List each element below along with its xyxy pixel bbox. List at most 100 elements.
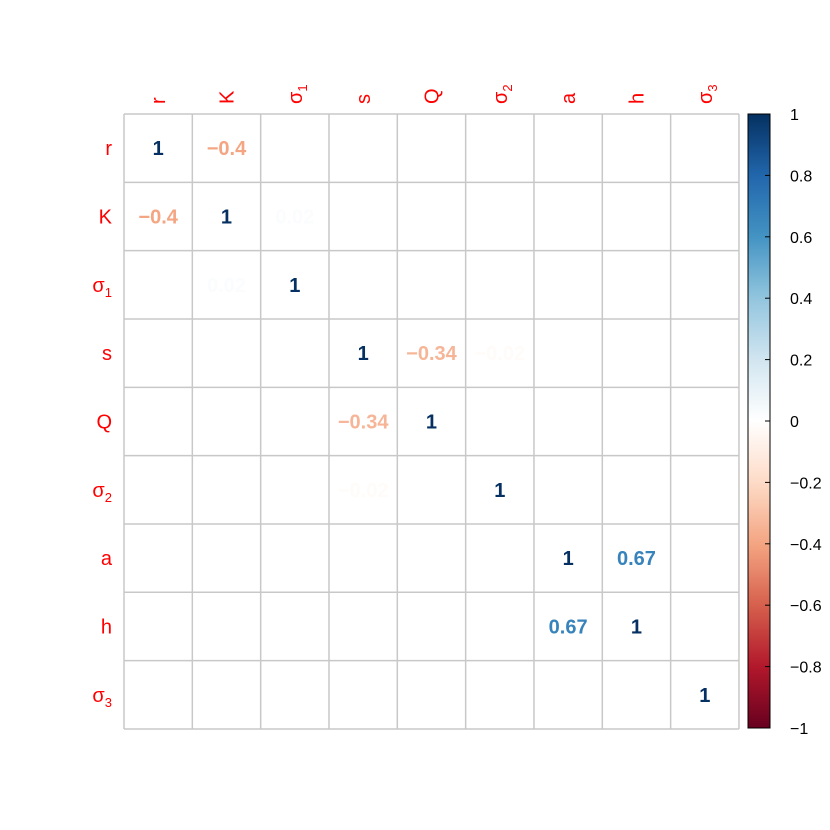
matrix-cell-2-7 xyxy=(602,250,671,319)
matrix-cell-8-8 xyxy=(670,660,739,729)
matrix-cell-0-7 xyxy=(602,114,671,183)
matrix-value-labels: 1 −0.4 −0.4 1 0.02 0.02 1 1 −0.34 −0.02 −0.34 1 −0.0… xyxy=(138,138,710,707)
value-label: 0.67 xyxy=(549,616,588,638)
matrix-cell-8-1 xyxy=(192,660,261,729)
matrix-cell-6-7 xyxy=(602,523,671,593)
colorbar-tick-label: 0.4 xyxy=(790,291,812,308)
column-label: r xyxy=(148,97,170,104)
value-label: −0.4 xyxy=(207,138,247,160)
matrix-cell-1-6 xyxy=(533,182,603,251)
matrix-cell-3-7 xyxy=(602,318,671,388)
matrix-cell-7-2 xyxy=(260,592,329,661)
matrix-cell-5-0 xyxy=(124,455,193,524)
value-label: 1 xyxy=(358,343,369,365)
matrix-cell-6-0 xyxy=(124,523,193,593)
matrix-cell-4-3 xyxy=(328,387,398,456)
matrix-cells xyxy=(124,114,739,729)
matrix-cell-8-3 xyxy=(328,660,398,729)
matrix-cell-5-3 xyxy=(328,455,398,524)
column-label: s xyxy=(353,94,375,104)
matrix-cell-0-5 xyxy=(465,114,534,183)
row-labels: r Kσ1 s Qσ2 a h σ3 xyxy=(92,138,112,710)
value-label: 0.02 xyxy=(207,275,246,297)
matrix-cell-3-8 xyxy=(670,318,739,388)
row-label: σ2 xyxy=(92,480,112,505)
value-label: 1 xyxy=(221,206,232,228)
matrix-cell-7-1 xyxy=(192,592,261,661)
matrix-cell-8-6 xyxy=(533,660,603,729)
matrix-cell-4-4 xyxy=(397,387,466,456)
colorbar-tick-label: −0.8 xyxy=(790,660,822,677)
row-label: K xyxy=(99,206,113,228)
colorbar-tick-label: 0.6 xyxy=(790,230,812,247)
column-label: Q xyxy=(421,88,443,104)
colorbar-tick-label: −0.4 xyxy=(790,537,822,554)
matrix-cell-5-2 xyxy=(260,455,329,524)
value-label: −0.02 xyxy=(475,343,526,365)
matrix-cell-2-3 xyxy=(328,250,398,319)
matrix-cell-0-6 xyxy=(533,114,603,183)
value-label: −0.34 xyxy=(406,343,457,365)
colorbar-tick-label: −0.2 xyxy=(790,475,822,492)
matrix-cell-7-6 xyxy=(533,592,603,661)
matrix-cell-6-4 xyxy=(397,523,466,593)
row-label: σ3 xyxy=(92,685,112,710)
value-label: 1 xyxy=(494,480,505,502)
matrix-cell-1-0 xyxy=(124,182,193,251)
matrix-cell-7-0 xyxy=(124,592,193,661)
matrix-cell-3-1 xyxy=(192,318,261,388)
matrix-cell-7-7 xyxy=(602,592,671,661)
matrix-cell-7-5 xyxy=(465,592,534,661)
matrix-cell-8-0 xyxy=(124,660,193,729)
matrix-cell-0-1 xyxy=(192,114,261,183)
matrix-cell-3-4 xyxy=(397,318,466,388)
matrix-cell-6-6 xyxy=(533,523,603,593)
matrix-cell-3-6 xyxy=(533,318,603,388)
matrix-cell-5-8 xyxy=(670,455,739,524)
matrix-grid xyxy=(123,113,740,730)
matrix-cell-2-5 xyxy=(465,250,534,319)
matrix-cell-7-3 xyxy=(328,592,398,661)
value-label: 0.67 xyxy=(617,548,656,570)
matrix-cell-2-6 xyxy=(533,250,603,319)
matrix-cell-6-2 xyxy=(260,523,329,593)
matrix-cell-8-2 xyxy=(260,660,329,729)
value-label: −0.34 xyxy=(338,411,389,433)
value-label: 1 xyxy=(426,411,437,433)
matrix-cell-1-4 xyxy=(397,182,466,251)
matrix-cell-0-2 xyxy=(260,114,329,183)
matrix-cell-4-7 xyxy=(602,387,671,456)
matrix-cell-5-6 xyxy=(533,455,603,524)
matrix-cell-4-6 xyxy=(533,387,603,456)
colorbar-tick-label: 0 xyxy=(790,414,799,431)
matrix-cell-0-8 xyxy=(670,114,739,183)
matrix-cell-6-5 xyxy=(465,523,534,593)
colorbar-tick-label: 1 xyxy=(790,107,799,124)
matrix-cell-1-2 xyxy=(260,182,329,251)
value-label: 1 xyxy=(153,138,164,160)
matrix-cell-4-5 xyxy=(465,387,534,456)
row-label: s xyxy=(102,343,112,365)
colorbar-tick-label: −1 xyxy=(790,721,808,738)
row-label: Q xyxy=(96,411,112,433)
matrix-cell-1-8 xyxy=(670,182,739,251)
matrix-cell-1-5 xyxy=(465,182,534,251)
matrix-cell-1-1 xyxy=(192,182,261,251)
matrix-cell-7-4 xyxy=(397,592,466,661)
matrix-cell-2-8 xyxy=(670,250,739,319)
value-label: 1 xyxy=(563,548,574,570)
matrix-cell-4-1 xyxy=(192,387,261,456)
row-label: σ1 xyxy=(92,275,112,300)
matrix-cell-6-8 xyxy=(670,523,739,593)
matrix-cell-7-8 xyxy=(670,592,739,661)
matrix-cell-2-4 xyxy=(397,250,466,319)
matrix-cell-2-1 xyxy=(192,250,261,319)
column-label: h xyxy=(626,93,648,104)
value-label: 1 xyxy=(631,616,642,638)
matrix-cell-5-7 xyxy=(602,455,671,524)
matrix-cell-4-2 xyxy=(260,387,329,456)
colorbar: 1 0.8 0.6 0.4 0.2 0 −0.2 −0.4 −0.6 −0.8 −1 xyxy=(747,107,822,738)
matrix-cell-8-4 xyxy=(397,660,466,729)
matrix-cell-6-3 xyxy=(328,523,398,593)
